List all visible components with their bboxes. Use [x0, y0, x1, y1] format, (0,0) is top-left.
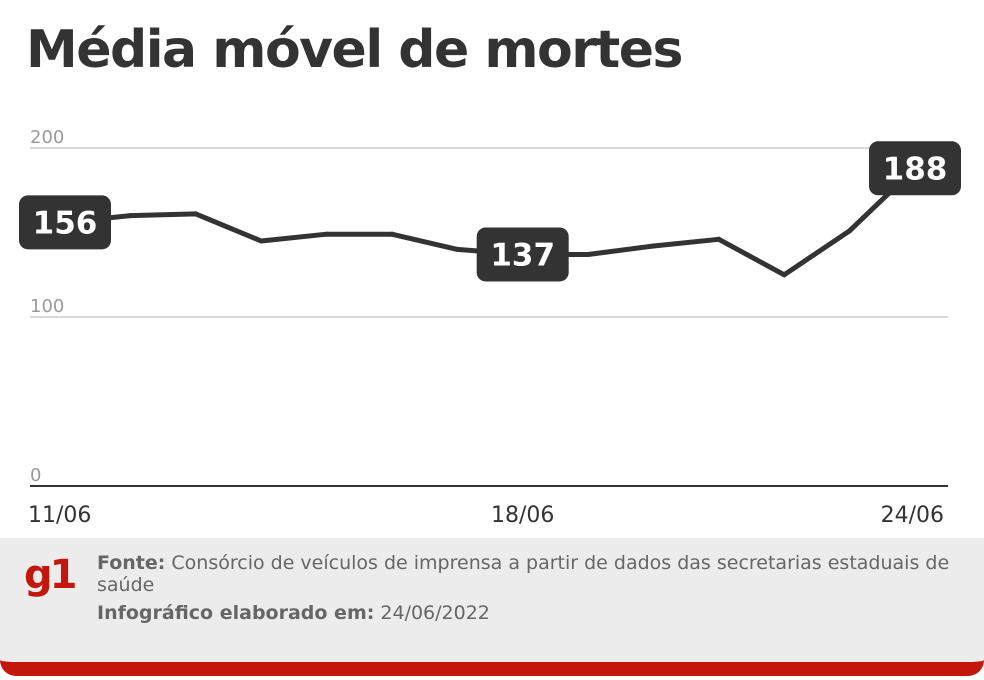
x-tick-label-18/06: 18/06	[491, 503, 554, 528]
x-tick-label-11/06: 11/06	[28, 503, 91, 528]
footer-panel: g1 Fonte: Consórcio de veículos de impre…	[0, 538, 984, 676]
data-point-21/06	[716, 236, 722, 242]
source-label: Fonte:	[97, 552, 166, 574]
value-label-box	[19, 195, 111, 250]
chart-title: Média móvel de mortes	[26, 20, 683, 80]
value-label-24/06: 188	[869, 141, 961, 196]
data-point-23/06	[847, 228, 853, 234]
y-axis-ticks: 0 100 200	[30, 127, 64, 486]
data-point-17/06	[454, 246, 460, 252]
data-point-22/06	[781, 272, 787, 278]
value-label-box	[869, 141, 961, 196]
x-tick-label-24/06: 24/06	[881, 503, 944, 528]
data-point-19/06	[585, 251, 591, 257]
credit-date: 24/06/2022	[380, 602, 490, 624]
value-label-11/06: 156	[19, 195, 111, 250]
data-point-12/06	[127, 213, 133, 219]
value-label-box	[476, 227, 569, 282]
grid-lines	[30, 147, 948, 487]
source-note: Fonte: Consórcio de veículos de imprensa…	[97, 552, 957, 596]
data-point-14/06	[258, 238, 264, 244]
y-tick-label-100: 100	[30, 296, 64, 317]
value-label-text: 188	[883, 151, 948, 187]
y-tick-label-200: 200	[30, 127, 64, 148]
data-labels: 156 137 188	[19, 141, 961, 282]
data-point-20/06	[650, 243, 656, 249]
value-label-text: 137	[490, 237, 555, 273]
footer: g1 Fonte: Consórcio de veículos de impre…	[0, 538, 984, 680]
g1-logo: g1	[24, 552, 77, 598]
x-axis-ticks: 11/06 18/06 24/06	[28, 503, 944, 528]
value-label-18/06: 137	[476, 227, 569, 282]
data-point-15/06	[324, 231, 330, 237]
y-tick-label-0: 0	[30, 465, 41, 486]
credit-note: Infográfico elaborado em: 24/06/2022	[97, 602, 490, 624]
credit-label: Infográfico elaborado em:	[97, 602, 375, 624]
data-point-16/06	[389, 231, 395, 237]
data-point-13/06	[193, 211, 199, 217]
source-text: Consórcio de veículos de imprensa a part…	[97, 552, 950, 596]
value-label-text: 156	[33, 205, 98, 241]
line-chart: 0 100 200 156 137 188 11/06 18/06 24/06	[19, 127, 961, 528]
